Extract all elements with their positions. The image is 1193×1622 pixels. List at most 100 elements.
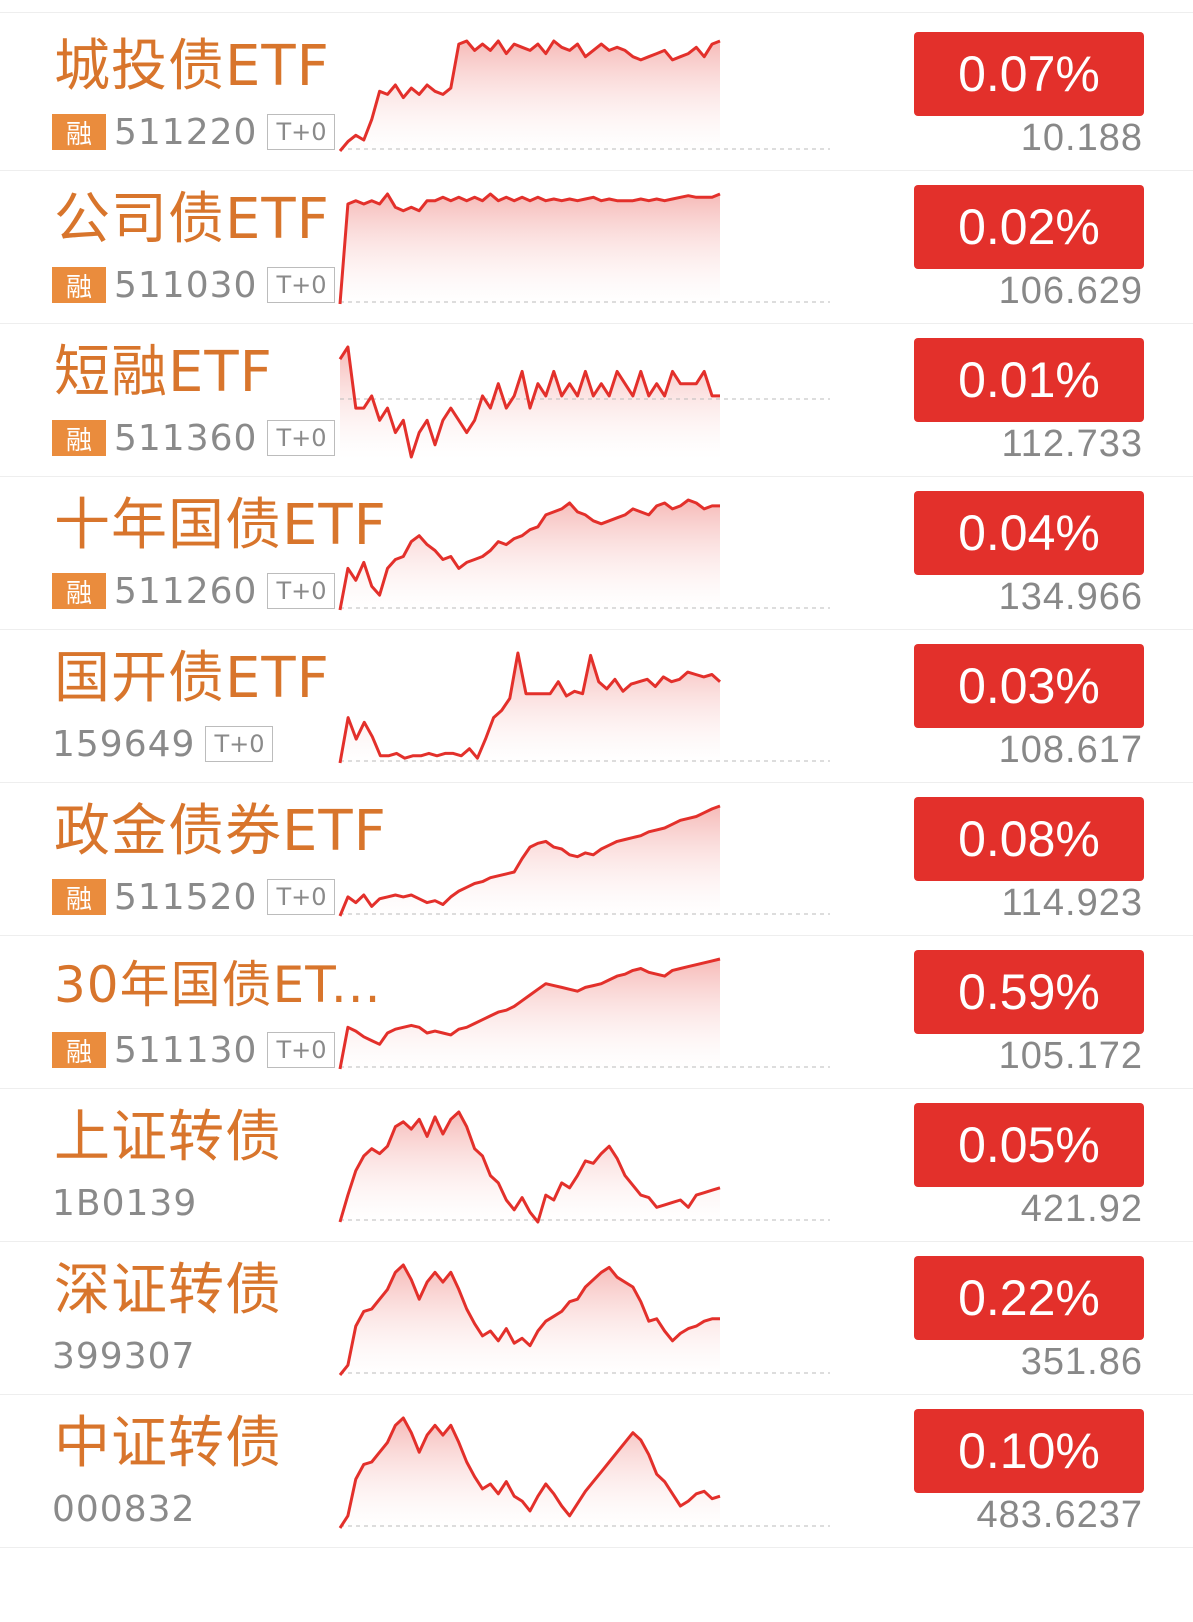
fund-name: 十年国债ETF — [54, 493, 387, 558]
margin-badge: 融 — [52, 420, 106, 456]
fund-row[interactable]: 上证转债 1B0139 0.05% 421.92 — [0, 1084, 1193, 1242]
fund-name: 上证转债 — [54, 1105, 282, 1170]
fund-code: 399307 — [52, 1335, 196, 1377]
last-price: 114.923 — [1001, 882, 1143, 924]
row-divider — [0, 1088, 1193, 1089]
sparkline-line — [338, 651, 721, 764]
row-divider — [0, 1547, 1193, 1548]
top-divider — [0, 12, 1193, 13]
sparkline-area — [340, 1112, 720, 1224]
margin-badge: 融 — [52, 879, 106, 915]
fund-subline: 399307 — [52, 1334, 205, 1378]
fund-name: 公司债ETF — [54, 187, 330, 252]
sparkline-area — [340, 1265, 720, 1377]
fund-subline: 融 511360 T+0 — [52, 416, 336, 460]
fund-subline: 融 511130 T+0 — [52, 1028, 336, 1072]
fund-code: 511030 — [114, 264, 258, 306]
row-divider — [0, 935, 1193, 936]
fund-name: 中证转债 — [54, 1411, 282, 1476]
sparkline-area — [340, 194, 720, 306]
fund-row[interactable]: 深证转债 399307 0.22% 351.86 — [0, 1237, 1193, 1395]
fund-row[interactable]: 政金债券ETF 融 511520 T+0 0.08% 114.923 — [0, 778, 1193, 936]
change-percent-button[interactable]: 0.02% — [914, 185, 1144, 269]
fund-subline: 159649 T+0 — [52, 722, 274, 766]
intraday-sparkline — [338, 345, 830, 459]
fund-row[interactable]: 国开债ETF 159649 T+0 0.03% 108.617 — [0, 625, 1193, 783]
row-divider — [0, 1394, 1193, 1395]
intraday-sparkline — [338, 1110, 830, 1224]
sparkline-area — [340, 806, 720, 918]
sparkline-line — [338, 39, 721, 152]
sparkline-line — [338, 957, 721, 1070]
row-divider — [0, 629, 1193, 630]
change-percent-button[interactable]: 0.03% — [914, 644, 1144, 728]
row-divider — [0, 323, 1193, 324]
change-percent-button[interactable]: 0.01% — [914, 338, 1144, 422]
margin-badge: 融 — [52, 1032, 106, 1068]
fund-code: 511360 — [114, 417, 258, 459]
last-price: 105.172 — [998, 1035, 1143, 1077]
fund-subline: 融 511520 T+0 — [52, 875, 336, 919]
t0-tag: T+0 — [267, 114, 336, 150]
change-percent-button[interactable]: 0.05% — [914, 1103, 1144, 1187]
fund-code: 511220 — [114, 111, 258, 153]
sparkline-area — [340, 1418, 720, 1530]
fund-subline: 000832 — [52, 1487, 205, 1531]
fund-code: 1B0139 — [52, 1182, 198, 1224]
change-percent-button[interactable]: 0.08% — [914, 797, 1144, 881]
fund-name: 城投债ETF — [54, 34, 330, 99]
fund-row[interactable]: 30年国债ET... 融 511130 T+0 0.59% 105.172 — [0, 931, 1193, 1089]
change-percent-button[interactable]: 0.07% — [914, 32, 1144, 116]
intraday-sparkline — [338, 192, 830, 306]
t0-tag: T+0 — [267, 420, 336, 456]
last-price: 112.733 — [1001, 423, 1143, 465]
sparkline-line — [338, 1416, 721, 1529]
row-divider — [0, 782, 1193, 783]
last-price: 421.92 — [1020, 1188, 1143, 1230]
t0-tag: T+0 — [205, 726, 274, 762]
margin-badge: 融 — [52, 114, 106, 150]
last-price: 134.966 — [998, 576, 1143, 618]
fund-code: 511260 — [114, 570, 258, 612]
fund-name: 30年国债ET... — [54, 956, 382, 1014]
fund-subline: 融 511220 T+0 — [52, 110, 336, 154]
change-percent-button[interactable]: 0.59% — [914, 950, 1144, 1034]
margin-badge: 融 — [52, 573, 106, 609]
fund-row[interactable]: 十年国债ETF 融 511260 T+0 0.04% 134.966 — [0, 472, 1193, 630]
intraday-sparkline — [338, 1263, 830, 1377]
sparkline-line — [338, 192, 721, 305]
fund-row[interactable]: 公司债ETF 融 511030 T+0 0.02% 106.629 — [0, 166, 1193, 324]
change-percent-button[interactable]: 0.04% — [914, 491, 1144, 575]
fund-name: 短融ETF — [54, 340, 273, 405]
sparkline-area — [340, 500, 720, 612]
intraday-sparkline — [338, 957, 830, 1071]
t0-tag: T+0 — [267, 879, 336, 915]
intraday-sparkline — [338, 498, 830, 612]
fund-code: 159649 — [52, 723, 196, 765]
fund-row[interactable]: 短融ETF 融 511360 T+0 0.01% 112.733 — [0, 319, 1193, 477]
sparkline-area — [340, 959, 720, 1071]
fund-subline: 融 511260 T+0 — [52, 569, 336, 613]
sparkline-area — [340, 347, 720, 459]
last-price: 106.629 — [998, 270, 1143, 312]
fund-row[interactable]: 中证转债 000832 0.10% 483.6237 — [0, 1390, 1193, 1548]
fund-name: 政金债券ETF — [54, 799, 387, 864]
fund-code: 000832 — [52, 1488, 196, 1530]
fund-name: 深证转债 — [54, 1258, 282, 1323]
t0-tag: T+0 — [267, 1032, 336, 1068]
t0-tag: T+0 — [267, 267, 336, 303]
last-price: 351.86 — [1020, 1341, 1143, 1383]
intraday-sparkline — [338, 1416, 830, 1530]
row-divider — [0, 170, 1193, 171]
fund-subline: 融 511030 T+0 — [52, 263, 336, 307]
fund-code: 511130 — [114, 1029, 258, 1071]
row-divider — [0, 476, 1193, 477]
fund-row[interactable]: 城投债ETF 融 511220 T+0 0.07% 10.188 — [0, 13, 1193, 171]
intraday-sparkline — [338, 651, 830, 765]
sparkline-line — [338, 345, 720, 459]
sparkline-area — [340, 41, 720, 153]
sparkline-line — [338, 498, 720, 611]
change-percent-button[interactable]: 0.10% — [914, 1409, 1144, 1493]
change-percent-button[interactable]: 0.22% — [914, 1256, 1144, 1340]
t0-tag: T+0 — [267, 573, 336, 609]
